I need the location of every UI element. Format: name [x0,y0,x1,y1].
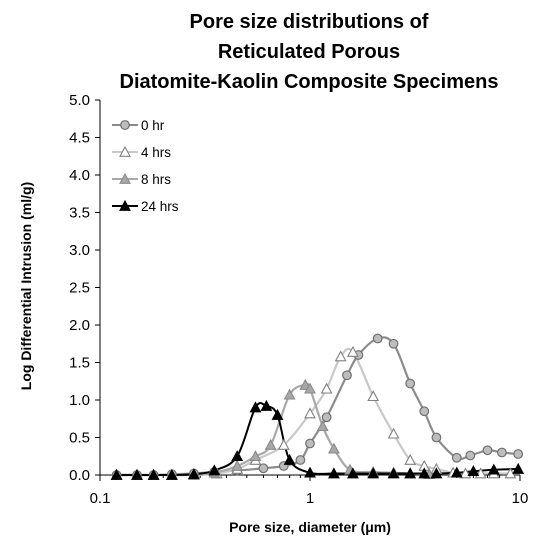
data-point [304,382,316,394]
y-tick-label: 4.0 [69,167,90,184]
data-point [258,463,269,474]
series-markers-24-hrs [110,399,525,480]
legend-item-0-hr: 0 hr [112,118,165,133]
data-point [271,408,284,420]
legend-swatch-marker [119,145,131,157]
chart-title-line-1: Pore size distributions of [190,11,429,33]
data-point [418,467,431,479]
series-markers-0-hr [111,333,524,480]
data-point [513,449,524,459]
y-tick-label: 4.5 [69,130,90,147]
x-axis-title: Pore size, diameter (μm) [229,519,391,535]
data-point [131,468,143,480]
data-point [231,459,244,471]
chart-title-line-2: Reticulated Porous [218,41,400,63]
data-point [387,467,400,479]
chart-title: Pore size distributions of Reticulated P… [120,11,499,93]
data-point [482,445,493,456]
data-point [249,401,262,413]
legend-item-8-hrs: 8 hrs [112,172,171,187]
legend-label: 0 hr [141,118,165,133]
data-point [334,350,347,362]
legend: 0 hr 4 hrs 8 hrs 24 hrs [112,118,179,214]
plot-area: 0.0 0.5 1.0 1.5 2.0 2.5 3.0 3.5 4.0 4.5 5.0 0.1 1 10 [69,92,528,507]
legend-item-24-hrs: 24 hrs [112,199,179,214]
legend-swatch-marker [120,120,130,130]
legend-label: 24 hrs [141,199,179,214]
data-point [231,450,244,462]
y-tick-label: 3.5 [69,205,90,222]
data-point [346,467,359,479]
x-tick-label: 0.1 [90,490,111,507]
data-point [451,452,462,463]
data-point [387,427,400,439]
data-point [405,378,416,389]
y-tick-label: 1.5 [69,355,90,372]
data-point [283,388,296,400]
data-point [367,390,380,402]
data-point [327,442,340,454]
data-point [512,462,525,474]
data-point [260,399,273,411]
data-point [320,382,333,394]
x-tick-label: 1 [306,490,314,507]
data-point [404,453,417,465]
y-tick-label: 2.0 [69,317,90,334]
data-point [327,467,340,479]
series-line-8-hrs [116,382,430,477]
data-point [372,333,383,344]
series-line-4-hrs [116,347,511,477]
series-markers [110,333,525,480]
data-point [249,450,262,462]
y-tick-label: 1.0 [69,392,90,409]
legend-label: 4 hrs [141,145,171,160]
chart-title-line-3: Diatomite-Kaolin Composite Specimens [120,71,499,93]
x-tick-label: 10 [512,490,529,507]
y-tick-label: 5.0 [69,92,90,109]
y-tick-label: 0.0 [69,467,90,484]
y-tick-label: 2.5 [69,280,90,297]
data-point [110,468,123,480]
y-tick-label: 3.0 [69,242,90,259]
data-point [305,438,315,449]
data-point [346,345,359,357]
data-point [487,463,500,475]
data-point [165,468,178,480]
series-markers-8-hrs [110,378,436,480]
legend-swatch-marker [119,199,131,211]
data-point [304,466,316,478]
data-point [304,407,316,419]
data-point [187,468,200,480]
data-point [342,370,352,381]
legend-label: 8 hrs [141,172,171,187]
data-point [316,420,329,432]
data-point [295,455,306,465]
data-point [465,450,476,461]
data-point [283,453,296,465]
y-axis-title: Log Differential Intrusion (ml/g) [18,182,34,390]
y-tick-label: 0.5 [69,430,90,447]
data-point [467,465,480,477]
data-point [264,438,277,450]
legend-item-4-hrs: 4 hrs [112,145,171,160]
data-point [404,467,417,479]
legend-swatch-marker [119,172,131,184]
data-point [388,338,399,349]
data-point [321,412,332,423]
data-point [430,467,443,479]
data-point [208,464,221,476]
data-point [419,406,430,417]
data-point [450,466,463,478]
data-point [431,432,442,443]
data-point [497,447,507,458]
data-point [147,468,160,480]
y-axis: 0.0 0.5 1.0 1.5 2.0 2.5 3.0 3.5 4.0 4.5 5.0 [69,92,101,484]
data-point [367,467,380,479]
data-point [277,438,290,450]
